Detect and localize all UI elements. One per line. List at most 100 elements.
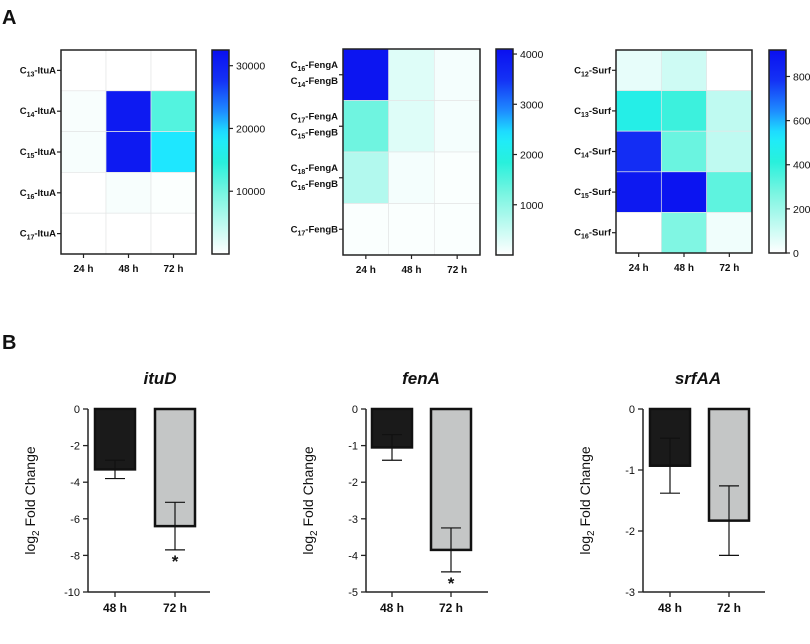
y-tick-label: 0 xyxy=(74,404,80,416)
row-label-part: C xyxy=(291,111,298,122)
colorbar-tick-label: 1000 xyxy=(520,200,544,212)
colorbar-tick-label: 3000 xyxy=(520,99,544,111)
x-tick-label: 48 h xyxy=(103,601,127,615)
y-tick-label: -5 xyxy=(348,587,358,599)
heatmap-cell xyxy=(105,172,152,214)
heatmap-cell xyxy=(60,90,107,132)
heatmap-cell xyxy=(60,212,107,255)
row-label-sub: 15 xyxy=(297,133,305,140)
row-label-sub: 16 xyxy=(297,185,305,192)
y-axis-label-part: log xyxy=(22,536,38,555)
heatmap-cell xyxy=(615,49,662,91)
panel-label-a: A xyxy=(2,7,16,29)
row-label-sub: 16 xyxy=(27,194,35,201)
panel-label-b: B xyxy=(2,332,16,354)
column-label: 24 h xyxy=(73,264,93,275)
chart-title: srfAA xyxy=(675,369,721,388)
heatmap-cell xyxy=(105,90,152,132)
heatmap-cell xyxy=(150,212,197,255)
y-axis-label-sub: 2 xyxy=(31,530,42,536)
heatmap-cell xyxy=(105,49,152,92)
row-label: C13-Surf xyxy=(574,106,612,119)
colorbar-tick-label: 4000 xyxy=(520,49,544,61)
chart-title: ituD xyxy=(143,369,176,388)
heatmap-cell xyxy=(706,171,753,213)
heatmap-cell xyxy=(150,172,197,214)
heatmap-cell xyxy=(615,171,662,213)
colorbar-tick-label: 2000 xyxy=(520,150,544,162)
row-label-part: C xyxy=(20,147,27,158)
heatmap-cell xyxy=(342,203,390,256)
heatmap-cell xyxy=(660,90,708,132)
y-axis-label-part: log xyxy=(300,536,316,555)
heatmap-cell xyxy=(660,212,708,254)
y-tick-label: -2 xyxy=(348,477,358,489)
colorbar-tick-label: 0 xyxy=(793,248,799,260)
y-tick-label: -6 xyxy=(70,514,80,526)
row-label-part: C xyxy=(291,60,298,71)
row-label-part: -FengB xyxy=(305,179,338,190)
colorbar xyxy=(495,48,514,256)
y-tick-label: -3 xyxy=(625,587,635,599)
heatmap-cell xyxy=(615,90,662,132)
row-label-part: -Surf xyxy=(589,106,612,117)
row-label: C16-ItuA xyxy=(20,188,56,201)
row-label-part: -FengB xyxy=(305,127,338,138)
y-tick-label: 0 xyxy=(629,404,635,416)
heatmap-cell xyxy=(150,49,197,92)
row-label-part: C xyxy=(574,65,581,76)
row-label-part: -FengB xyxy=(305,76,338,87)
row-label-part: -ItuA xyxy=(34,147,56,158)
x-tick-label: 48 h xyxy=(658,601,682,615)
heatmap-cell xyxy=(60,131,107,173)
row-label: C14-Surf xyxy=(574,147,612,160)
colorbar-tick-label: 10000 xyxy=(236,186,265,198)
row-label-sub: 15 xyxy=(27,153,35,160)
row-label: C17-FengB xyxy=(291,224,339,237)
row-label-sub: 16 xyxy=(297,66,305,73)
heatmap-cell xyxy=(433,100,481,153)
heatmap-cell xyxy=(60,49,107,92)
y-tick-label: -2 xyxy=(70,441,80,453)
x-tick-label: 72 h xyxy=(717,601,741,615)
column-label: 72 h xyxy=(719,263,739,274)
row-label-sub: 17 xyxy=(27,235,35,242)
colorbar-tick-label: 30000 xyxy=(236,61,265,73)
chart-title: fenA xyxy=(402,369,440,388)
row-label-sub: 15 xyxy=(581,193,589,200)
y-axis-label-part: Fold Change xyxy=(300,446,316,530)
row-label-part: C xyxy=(20,188,27,199)
column-label: 72 h xyxy=(163,264,183,275)
colorbar-tick-label: 800 xyxy=(793,71,810,83)
heatmap-cell xyxy=(706,90,753,132)
row-label-part: C xyxy=(291,163,298,174)
colorbar xyxy=(768,49,787,254)
row-label-part: -FengA xyxy=(305,163,338,174)
y-axis-label: log2 Fold Change xyxy=(22,446,42,555)
colorbar xyxy=(211,49,230,255)
x-tick-label: 72 h xyxy=(163,601,187,615)
colorbar-tick-label: 600 xyxy=(793,116,810,128)
row-label: C15-Surf xyxy=(574,187,612,200)
heatmap-cell xyxy=(433,48,481,101)
y-tick-label: -4 xyxy=(348,550,358,562)
x-tick-label: 72 h xyxy=(439,601,463,615)
y-tick-label: 0 xyxy=(352,404,358,416)
row-label-part: -ItuA xyxy=(34,106,56,117)
column-label: 24 h xyxy=(629,263,649,274)
row-label-part: C xyxy=(291,179,298,190)
row-label-sub: 12 xyxy=(581,71,589,78)
row-label-part: -Surf xyxy=(589,228,612,239)
heatmap-cell xyxy=(150,90,197,132)
column-label: 48 h xyxy=(118,264,138,275)
heatmap-cell xyxy=(342,151,390,204)
row-label-sub: 18 xyxy=(297,169,305,176)
row-label-part: C xyxy=(574,147,581,158)
row-label-part: C xyxy=(574,228,581,239)
column-label: 72 h xyxy=(447,265,467,276)
row-label-part: C xyxy=(20,106,27,117)
row-label-part: C xyxy=(291,127,298,138)
heatmap-cell xyxy=(388,151,435,204)
row-label: C18-FengA xyxy=(291,163,339,176)
